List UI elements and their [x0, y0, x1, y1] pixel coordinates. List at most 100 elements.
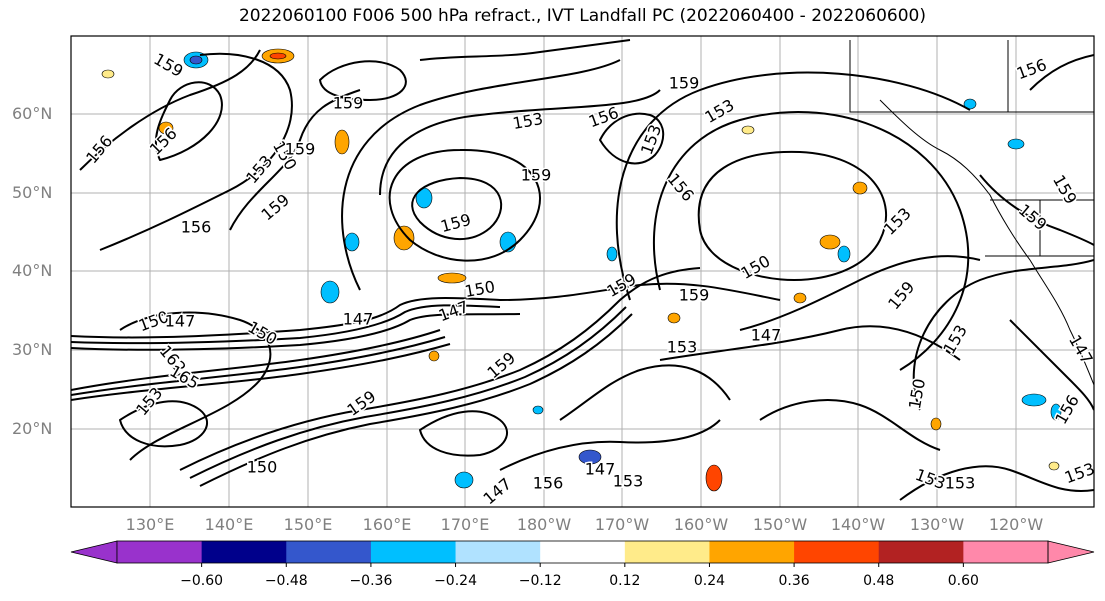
contour-line	[119, 311, 272, 461]
contour-line	[71, 313, 521, 351]
colorbar-tick-label: −0.12	[518, 573, 562, 589]
contour-line	[912, 259, 1094, 411]
colorbar-segment	[540, 541, 626, 563]
longitude-label: 160°E	[362, 515, 412, 534]
patch-blue	[1050, 403, 1062, 421]
contour-line	[319, 60, 407, 101]
contour-label: 147	[165, 312, 196, 331]
patch-yellow	[741, 125, 755, 135]
contour-label: 159	[285, 140, 316, 159]
contour-line	[99, 52, 293, 251]
contour-label: 153	[945, 474, 976, 493]
contour-line	[119, 400, 209, 448]
latitude-label: 50°N	[12, 183, 53, 202]
contour-line	[229, 89, 361, 231]
patch-yellow	[101, 69, 115, 79]
colorbar-tick-label: 0.36	[778, 573, 810, 589]
colorbar-segment	[963, 541, 1049, 563]
contour-line	[179, 267, 701, 471]
contour-line	[1029, 54, 1094, 91]
patch-orange	[428, 350, 440, 362]
longitude-label: 150°W	[752, 515, 808, 534]
colorbar-tick-label: −0.48	[264, 573, 308, 589]
colorbar-tick-label: 0.24	[693, 573, 726, 589]
contour-line	[559, 364, 731, 421]
patch-blue	[454, 471, 474, 489]
colorbar-extend-low	[70, 540, 118, 564]
contour-line	[899, 465, 1094, 501]
colorbar-tick-label: 0.48	[863, 573, 895, 589]
contour-line	[71, 282, 781, 339]
colorbar-segment	[117, 541, 203, 563]
contour-label: 147	[585, 460, 616, 479]
latitude-label: 30°N	[12, 340, 53, 359]
colorbar-segment	[201, 541, 287, 563]
map-title: 2022060100 F006 500 hPa refract., IVT La…	[238, 6, 926, 26]
contour-line	[1009, 319, 1094, 411]
contour-line	[79, 49, 261, 171]
longitude-label: 140°W	[830, 515, 886, 534]
coastline	[849, 40, 1094, 113]
longitude-label: 180°W	[516, 515, 572, 534]
latitude-label: 40°N	[12, 261, 53, 280]
patch-blue	[189, 55, 203, 65]
contour-label: 159	[333, 94, 364, 113]
longitude-label: 150°E	[283, 515, 333, 534]
longitude-label: 120°W	[988, 515, 1044, 534]
patch-orange	[793, 292, 807, 304]
contour-label: 159	[669, 74, 700, 93]
contour-label: 147	[751, 326, 782, 345]
contour-line	[499, 419, 721, 471]
contour-label: 156	[181, 218, 212, 237]
contour-line	[739, 255, 981, 331]
patch-blue	[837, 245, 851, 263]
contour-label: 159	[521, 166, 552, 185]
colorbar-extend-high	[1047, 540, 1095, 564]
contour-line	[652, 111, 970, 371]
contour-line	[71, 304, 501, 345]
colorbar-tick-label: −0.24	[434, 573, 477, 589]
patch-orange	[819, 234, 841, 250]
contour-label: 153	[613, 472, 644, 491]
colorbar-segment	[624, 541, 710, 563]
contour-line	[199, 313, 633, 487]
patch-blue	[1007, 138, 1025, 150]
patch-orange	[852, 181, 868, 195]
patch-red	[705, 464, 723, 492]
contour-label: 150	[247, 458, 278, 477]
contour-line	[71, 336, 446, 396]
contour-line	[341, 59, 621, 291]
patch-orange	[393, 225, 415, 251]
patch-blue	[578, 449, 602, 465]
contour-line	[659, 325, 961, 361]
contour-label: 153	[667, 338, 698, 357]
colorbar-tick-label: −0.60	[180, 573, 224, 589]
contour-line	[154, 81, 223, 161]
contour-line	[388, 148, 541, 262]
longitude-label: 130°E	[125, 515, 175, 534]
contour-line	[599, 112, 665, 165]
contour-line	[379, 89, 661, 196]
contour-line	[697, 150, 887, 281]
patch-orange	[930, 417, 942, 431]
colorbar-segment	[878, 541, 964, 563]
colorbar-segment	[709, 541, 795, 563]
contour-line	[759, 399, 941, 451]
latitude-label: 60°N	[12, 104, 53, 123]
contour-line	[615, 71, 971, 301]
colorbar-segment	[455, 541, 541, 563]
map-frame	[70, 35, 1095, 508]
colorbar	[70, 540, 1095, 567]
patch-red	[269, 52, 287, 60]
patch-blue	[606, 246, 618, 262]
contour-line	[411, 177, 503, 240]
patch-yellow	[1048, 461, 1060, 471]
colorbar-tick-label: 0.60	[947, 573, 979, 589]
contour-label: 156	[533, 474, 564, 493]
colorbar-segment	[286, 541, 372, 563]
patch-blue	[344, 232, 360, 252]
coastlines	[849, 40, 1094, 386]
longitude-label: 170°W	[594, 515, 650, 534]
map-area	[71, 36, 1094, 507]
